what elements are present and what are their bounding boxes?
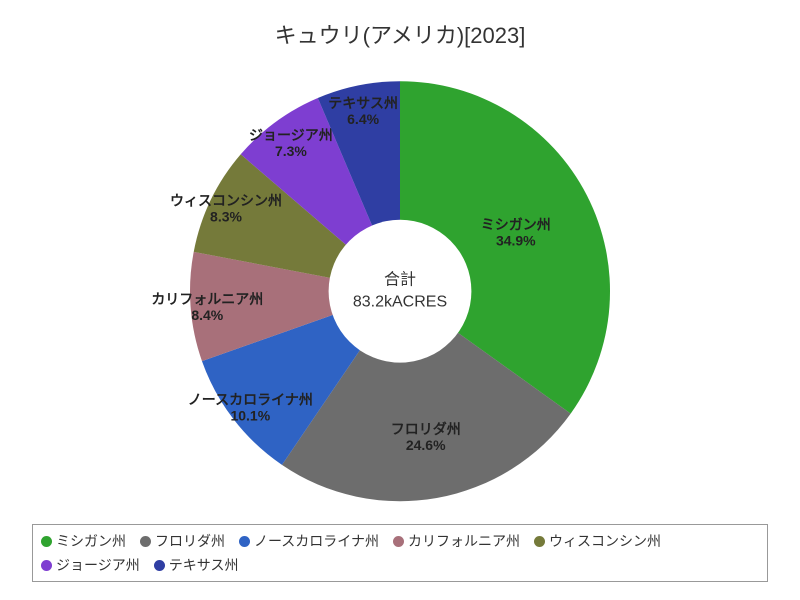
legend-dot-icon (140, 536, 151, 547)
legend-dot-icon (393, 536, 404, 547)
center-line2: 83.2kACRES (320, 291, 480, 313)
legend-item-1: フロリダ州 (140, 531, 225, 551)
legend-dot-icon (41, 560, 52, 571)
legend-item-3: カリフォルニア州 (393, 531, 520, 551)
center-label: 合計 83.2kACRES (320, 270, 480, 313)
legend: ミシガン州 フロリダ州 ノースカロライナ州 カリフォルニア州 ウィスコンシン州ジョージア… (32, 524, 768, 582)
legend-label: テキサス州 (169, 555, 239, 575)
legend-dot-icon (154, 560, 165, 571)
legend-item-4: ウィスコンシン州 (534, 531, 661, 551)
legend-label: フロリダ州 (155, 531, 225, 551)
legend-label: ミシガン州 (56, 531, 126, 551)
legend-dot-icon (41, 536, 52, 547)
legend-item-2: ノースカロライナ州 (239, 531, 379, 551)
center-line1: 合計 (320, 270, 480, 292)
legend-label: カリフォルニア州 (408, 531, 520, 551)
pie-area: ミシガン州34.9%フロリダ州24.6%ノースカロライナ州10.1%カリフォルニ… (180, 71, 620, 511)
legend-label: ウィスコンシン州 (549, 531, 661, 551)
legend-dot-icon (534, 536, 545, 547)
legend-label: ジョージア州 (56, 555, 140, 575)
legend-item-5: ジョージア州 (41, 555, 140, 575)
chart-title: キュウリ(アメリカ)[2023] (0, 18, 800, 50)
legend-label: ノースカロライナ州 (254, 531, 379, 551)
legend-dot-icon (239, 536, 250, 547)
legend-item-6: テキサス州 (154, 555, 239, 575)
legend-item-0: ミシガン州 (41, 531, 126, 551)
chart-container: キュウリ(アメリカ)[2023] ミシガン州34.9%フロリダ州24.6%ノース… (0, 0, 800, 600)
